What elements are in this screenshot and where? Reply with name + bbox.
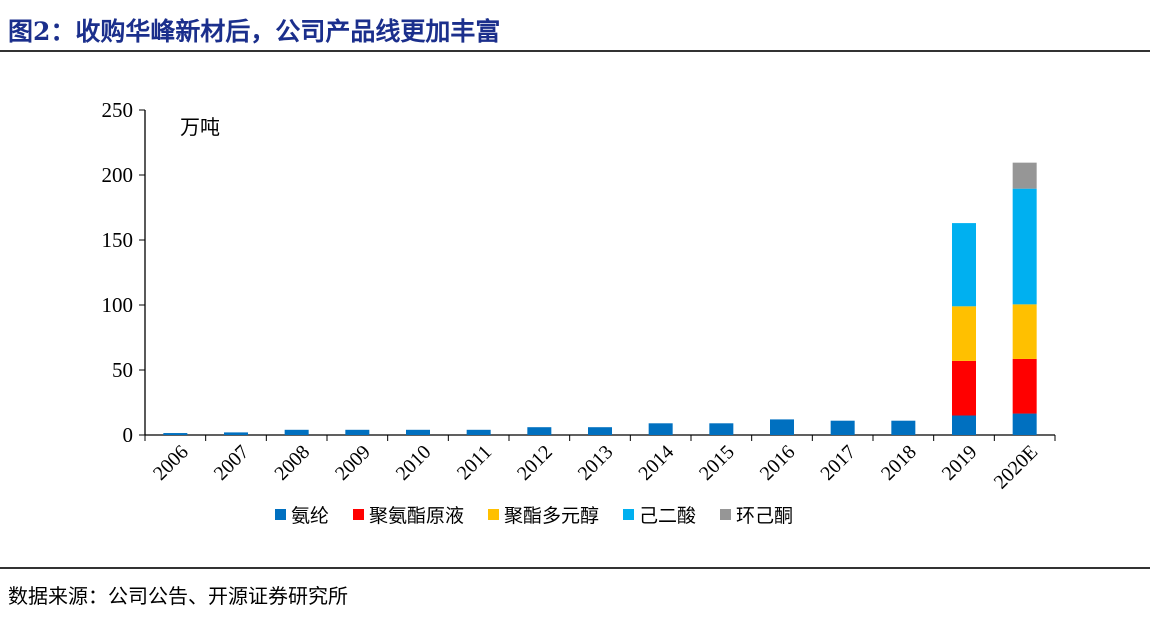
x-tick-label: 2018	[877, 441, 921, 485]
stacked-bar-chart: 0 50 100 150 200 250 万吨 2006 2007 2008 2009 2010 201…	[102, 98, 1056, 527]
legend-label: 聚氨酯原液	[369, 505, 464, 527]
y-tick-label: 0	[123, 423, 134, 447]
legend-label: 聚酯多元醇	[504, 505, 599, 527]
y-tick-label: 100	[102, 293, 134, 317]
bar-segment	[952, 306, 976, 361]
legend-swatch	[623, 509, 634, 520]
x-tick-label: 2014	[634, 441, 678, 485]
bar-segment	[952, 223, 976, 307]
legend-swatch	[353, 509, 364, 520]
y-tick-label: 250	[102, 98, 134, 122]
legend-swatch	[720, 509, 731, 520]
legend-swatch	[275, 509, 286, 520]
y-tick-label: 200	[102, 163, 134, 187]
bar-segment	[648, 423, 673, 435]
bar-segment	[1012, 358, 1037, 414]
bar-segment	[952, 360, 976, 416]
x-tick-label: 2019	[938, 441, 982, 485]
x-tick-label: 2013	[574, 441, 618, 485]
bar-segment	[709, 423, 734, 435]
bar-segment	[1012, 413, 1037, 435]
bar-segment	[830, 420, 855, 435]
top-divider	[0, 50, 1150, 52]
figure-title: 图2：收购华峰新材后，公司产品线更加丰富	[8, 17, 501, 46]
x-tick-label: 2008	[270, 441, 314, 485]
legend-label: 氨纶	[291, 505, 329, 527]
source-note: 数据来源：公司公告、开源证券研究所	[8, 584, 348, 608]
bar-segment	[163, 433, 188, 435]
bar-segment	[1012, 304, 1037, 359]
y-tick-label: 50	[112, 358, 133, 382]
x-tick-label: 2015	[695, 441, 739, 485]
bar-segment	[1012, 162, 1037, 189]
bottom-divider	[0, 567, 1150, 569]
bar-segment	[588, 427, 612, 435]
bar-segment	[466, 429, 491, 435]
bar-segment	[770, 419, 794, 435]
y-axis-unit: 万吨	[180, 116, 220, 139]
legend-swatch	[488, 509, 499, 520]
x-tick-label: 2017	[816, 441, 860, 485]
bar-segment	[527, 427, 552, 435]
x-tick-label: 2010	[392, 441, 436, 485]
legend-label: 环己酮	[736, 506, 793, 527]
bar-segment	[224, 432, 248, 435]
x-tick-label: 2020E	[990, 441, 1042, 493]
x-tick-label: 2016	[756, 441, 800, 485]
x-tick-label: 2009	[331, 441, 375, 485]
bar-segment	[284, 429, 309, 435]
bar-segment	[891, 420, 916, 435]
bar-segment	[406, 429, 430, 435]
x-tick-label: 2007	[210, 441, 254, 485]
bar-segment	[345, 429, 370, 435]
bar-segment	[1012, 188, 1037, 305]
x-tick-label: 2011	[453, 441, 496, 484]
legend-label: 己二酸	[639, 505, 696, 527]
x-tick-label: 2012	[513, 441, 557, 485]
bar-segment	[952, 415, 976, 435]
y-tick-label: 150	[102, 228, 134, 252]
x-tick-label: 2006	[149, 441, 193, 485]
